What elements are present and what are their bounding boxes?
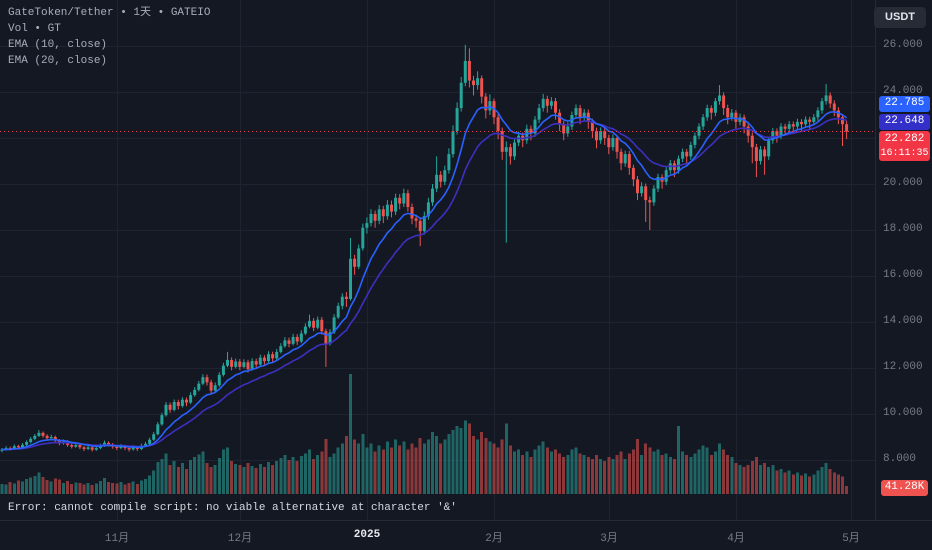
price-tick-label: 20.000 [883, 177, 923, 189]
bar-countdown-timer: 16:11:35 [880, 148, 929, 159]
time-axis-label: 11月 [104, 533, 130, 545]
ema10-line [1, 105, 848, 451]
time-axis-label: 3月 [600, 533, 618, 545]
ema10-indicator-legend[interactable]: EMA (10, close) [8, 39, 108, 51]
time-axis-label: 2025 [353, 529, 381, 541]
price-tick-label: 16.000 [883, 269, 923, 281]
chart-legend: GateToken/Tether • 1天 • GATEIO Vol • GT … [8, 5, 210, 69]
time-axis-label: 2月 [485, 533, 503, 545]
candlestick-chart[interactable] [0, 0, 875, 520]
ema20-value-badge: 22.648 [879, 114, 930, 130]
script-error-message: Error: cannot compile script: no viable … [8, 502, 457, 514]
volume-indicator-legend[interactable]: Vol • GT [8, 23, 61, 35]
price-tick-label: 14.000 [883, 315, 923, 327]
time-axis-label: 12月 [227, 533, 253, 545]
price-tick-label: 26.000 [883, 39, 923, 51]
price-tick-label: 10.000 [883, 407, 923, 419]
ema10-value-badge: 22.785 [879, 96, 930, 112]
time-axis[interactable]: 11月 12月 2025 2月 3月 4月 5月 [0, 520, 932, 550]
last-price-value: 22.282 [884, 133, 925, 145]
price-axis[interactable]: 8.000 10.000 12.000 14.000 16.000 18.000 20.00… [875, 0, 932, 520]
grid-lines [0, 0, 875, 520]
price-tick-label: 24.000 [883, 85, 923, 97]
time-axis-label: 5月 [842, 533, 860, 545]
price-tick-label: 8.000 [883, 453, 917, 465]
ema20-line [1, 117, 847, 451]
price-tick-label: 18.000 [883, 223, 923, 235]
currency-toggle-button[interactable]: USDT [874, 7, 926, 28]
symbol-legend[interactable]: GateToken/Tether • 1天 • GATEIO [8, 7, 211, 19]
last-price-badge: 22.282 16:11:35 [879, 131, 930, 161]
volume-bars [0, 373, 849, 494]
last-volume-badge: 41.28K [881, 480, 928, 496]
candles [0, 44, 849, 453]
time-axis-label: 4月 [727, 533, 745, 545]
ema20-indicator-legend[interactable]: EMA (20, close) [8, 55, 108, 67]
price-tick-label: 12.000 [883, 361, 923, 373]
